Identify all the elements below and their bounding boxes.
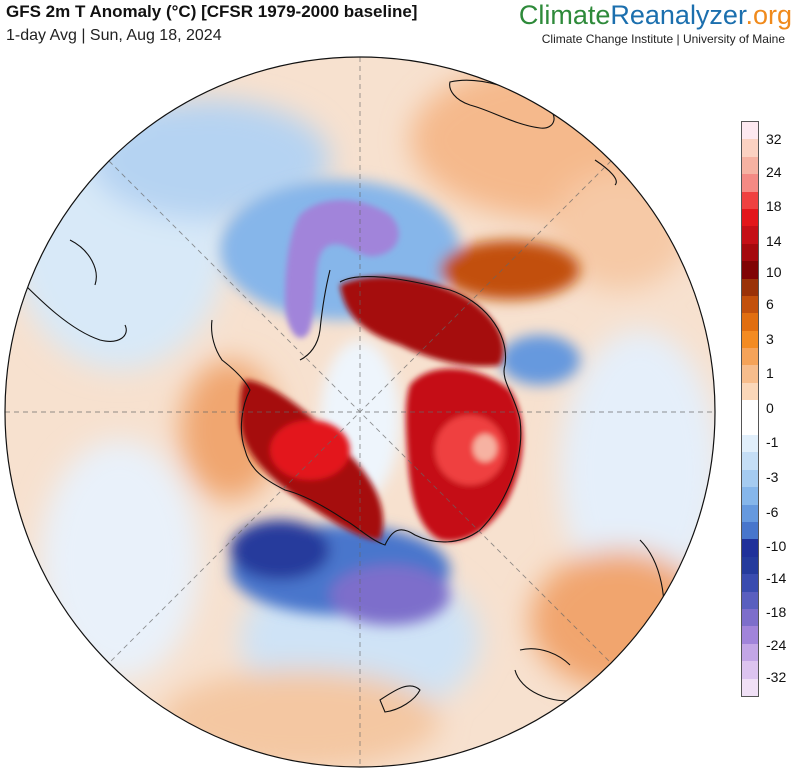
legend-swatch (742, 139, 758, 157)
legend-swatch (742, 608, 758, 627)
legend-swatch (742, 191, 758, 209)
legend-swatch (742, 174, 758, 192)
legend-swatch (742, 452, 758, 470)
legend-tick-label: 3 (766, 330, 774, 347)
legend-swatch (742, 435, 758, 453)
legend-swatch (742, 574, 758, 592)
legend-tick-label: 10 (766, 263, 782, 280)
polar-anomaly-map (4, 56, 716, 768)
legend-swatch (742, 591, 758, 609)
brand-part-reanalyzer: Reanalyzer (610, 0, 746, 30)
legend-swatch (742, 226, 758, 244)
legend-tick-label: -3 (766, 468, 779, 485)
legend-tick-label: 24 (766, 163, 782, 180)
legend-swatch (742, 487, 758, 505)
legend-tick-label: -10 (766, 538, 787, 555)
legend-tick-label: 14 (766, 232, 782, 249)
globe-outline (4, 56, 716, 768)
legend-swatch (742, 348, 758, 366)
legend-swatch (742, 661, 758, 679)
graticule (5, 57, 715, 767)
brand-logo[interactable]: ClimateReanalyzer.org (519, 0, 792, 31)
legend-tick-label: -1 (766, 434, 779, 451)
brand-part-org: .org (745, 0, 792, 30)
legend-swatch (742, 469, 758, 488)
color-legend (741, 121, 759, 697)
legend-tick-label: 1 (766, 365, 774, 382)
legend-swatch (742, 243, 758, 262)
legend-swatch (742, 278, 758, 296)
legend-tick-label: -24 (766, 637, 787, 654)
legend-tick-label: -32 (766, 669, 787, 686)
legend-tick-label: -14 (766, 569, 787, 586)
legend-swatch (742, 400, 758, 418)
legend-tick-label: 0 (766, 399, 774, 416)
brand-subtitle: Climate Change Institute | University of… (541, 32, 785, 46)
legend-swatch (742, 261, 758, 279)
legend-swatch (742, 382, 758, 401)
legend-tick-label: 18 (766, 198, 782, 215)
legend-tick-label: -6 (766, 503, 779, 520)
legend-swatch (742, 556, 758, 575)
legend-tick-label: 32 (766, 131, 782, 148)
legend-swatch (742, 122, 758, 140)
map-subtitle: 1-day Avg | Sun, Aug 18, 2024 (6, 27, 222, 44)
legend-swatch (742, 626, 758, 644)
legend-tick-label: -18 (766, 603, 787, 620)
legend-swatch (742, 417, 758, 436)
legend-tick-label: 6 (766, 296, 774, 313)
legend-swatch (742, 313, 758, 331)
legend-swatch (742, 295, 758, 314)
legend-swatch (742, 156, 758, 175)
brand-part-climate: Climate (518, 0, 611, 30)
legend-swatch (742, 678, 758, 696)
legend-swatch (742, 330, 758, 349)
legend-swatch (742, 521, 758, 540)
legend-swatch (742, 365, 758, 383)
legend-swatch (742, 504, 758, 522)
legend-swatch (742, 539, 758, 557)
map-title: GFS 2m T Anomaly (°C) [CFSR 1979-2000 ba… (6, 2, 418, 21)
legend-swatch (742, 643, 758, 662)
legend-swatch (742, 208, 758, 227)
